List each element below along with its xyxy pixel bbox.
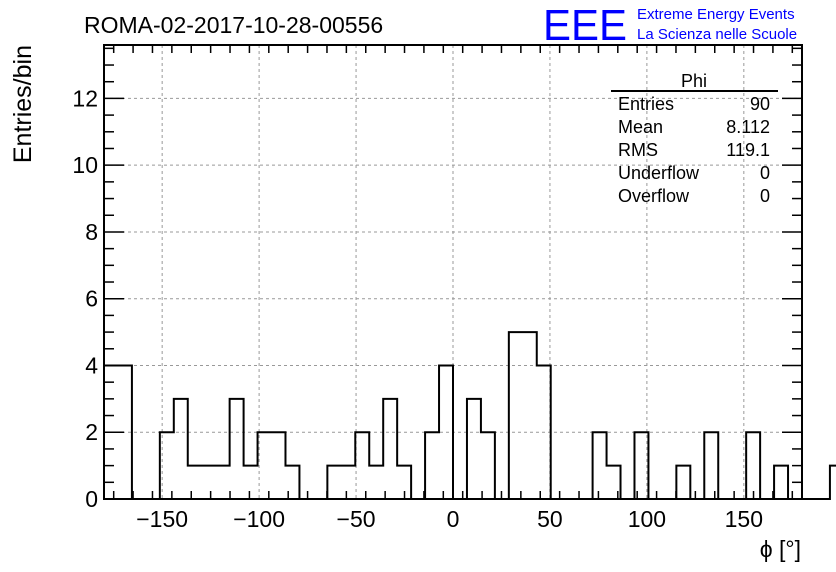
stats-row-label: Entries	[618, 94, 674, 114]
histogram-bin	[774, 466, 788, 499]
x-tick-label: 150	[725, 506, 763, 532]
y-tick-label: 12	[72, 85, 98, 111]
histogram-bin	[425, 432, 439, 499]
run-title: ROMA-02-2017-10-28-00556	[84, 12, 383, 38]
x-tick-label: −150	[136, 506, 188, 532]
stats-box-title: Phi	[681, 71, 707, 91]
eee-logo-line2: La Scienza nelle Scuole	[637, 26, 797, 43]
eee-logo-line1: Extreme Energy Events	[637, 6, 795, 23]
stats-row-label: RMS	[618, 140, 658, 160]
plot-frame	[103, 44, 803, 500]
histogram-bin	[355, 432, 369, 499]
histogram-bin	[383, 399, 397, 499]
x-tick-label: −50	[337, 506, 376, 532]
stats-row-label: Overflow	[618, 186, 690, 206]
stats-row-value: 8.112	[726, 117, 770, 137]
stats-row-value: 119.1	[726, 140, 770, 160]
histogram-bin	[509, 332, 523, 499]
x-tick-label: 50	[537, 506, 563, 532]
histogram-bin	[523, 332, 537, 499]
x-tick-label: 0	[447, 506, 460, 532]
y-axis-label: Entries/bin	[9, 45, 37, 163]
histogram-bin	[676, 466, 690, 499]
histogram-bin	[341, 466, 355, 499]
histogram-bin	[174, 399, 188, 499]
stats-box: Phi Entries 90 Mean 8.112 RMS 119.1 Underflow 0…	[611, 71, 778, 206]
histogram-bin	[746, 432, 760, 499]
histogram-bin	[258, 432, 272, 499]
histogram-bin	[202, 466, 216, 499]
histogram-bin	[216, 466, 230, 499]
x-tick-label: 100	[628, 506, 666, 532]
histogram-bin	[704, 432, 718, 499]
stats-row-label: Mean	[618, 117, 663, 137]
eee-logo-letters: EEE	[543, 1, 627, 50]
x-axis-label: ϕ [°]	[760, 536, 801, 562]
y-tick-label: 2	[85, 419, 98, 445]
y-tick-label: 0	[85, 486, 98, 512]
y-tick-label: 6	[85, 286, 98, 312]
stats-row-value: 0	[760, 186, 770, 206]
histogram-bin	[230, 399, 244, 499]
eee-logo: EEE Extreme Energy Events La Scienza nel…	[543, 1, 797, 50]
histogram-bin	[369, 466, 383, 499]
stats-row-value: 0	[760, 163, 770, 183]
histogram-bin	[244, 466, 258, 499]
stats-row-value: 90	[750, 94, 770, 114]
histogram-bin	[593, 432, 607, 499]
histogram-bin	[272, 432, 286, 499]
histogram-bin	[188, 466, 202, 499]
y-tick-label: 8	[85, 219, 98, 245]
histogram-bin	[327, 466, 341, 499]
y-axis-ticks: 0 2 4 6 8 10 12	[72, 47, 802, 512]
stats-row-label: Underflow	[618, 163, 700, 183]
x-axis-ticks: −150 −100 −50 0 50 100 150	[112, 45, 794, 532]
histogram-bin	[467, 399, 481, 499]
y-tick-label: 10	[72, 152, 98, 178]
x-tick-label: −100	[233, 506, 285, 532]
histogram-bin	[481, 432, 495, 499]
y-tick-label: 4	[85, 352, 98, 378]
histogram-bin	[634, 432, 648, 499]
